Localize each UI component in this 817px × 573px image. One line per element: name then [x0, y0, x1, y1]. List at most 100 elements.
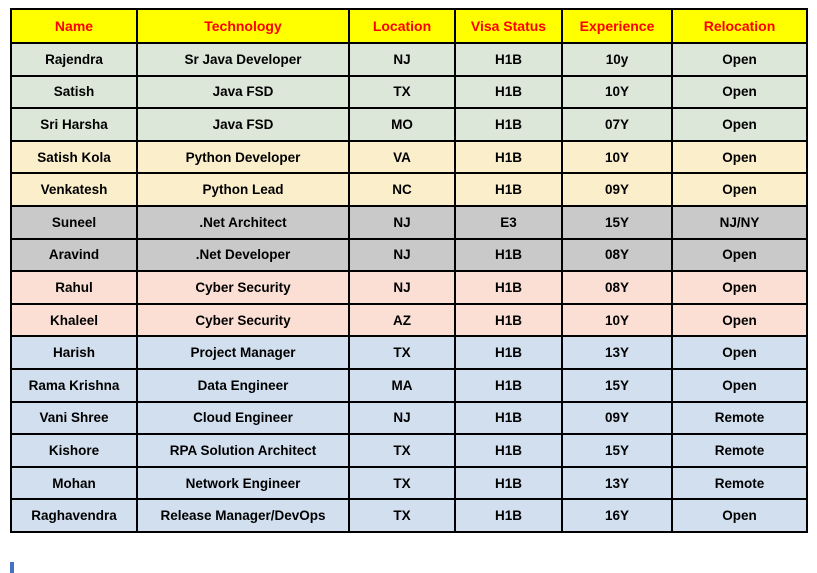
cell-name[interactable]: Rama Krishna [10, 367, 138, 403]
cell-location[interactable]: NJ [348, 400, 456, 436]
cell-technology[interactable]: .Net Architect [136, 204, 350, 240]
cell-relocation[interactable]: Open [671, 42, 808, 77]
cell-experience[interactable]: 10Y [561, 74, 673, 110]
cell-relocation[interactable]: Open [671, 335, 808, 370]
header-cell-visa_status[interactable]: Visa Status [454, 8, 563, 44]
cell-experience[interactable]: 13Y [561, 335, 673, 370]
cell-relocation[interactable]: NJ/NY [671, 204, 808, 240]
cell-location[interactable]: AZ [348, 302, 456, 338]
cell-visa_status[interactable]: H1B [454, 74, 563, 110]
cell-visa_status[interactable]: E3 [454, 204, 563, 240]
cell-experience[interactable]: 10Y [561, 302, 673, 338]
cell-name[interactable]: Aravind [10, 237, 138, 273]
cell-visa_status[interactable]: H1B [454, 367, 563, 403]
cell-experience[interactable]: 09Y [561, 172, 673, 207]
cell-technology[interactable]: Java FSD [136, 74, 350, 110]
cell-location[interactable]: NC [348, 172, 456, 207]
cell-name[interactable]: Mohan [10, 465, 138, 501]
cell-name[interactable]: Satish Kola [10, 139, 138, 175]
cell-relocation[interactable]: Remote [671, 433, 808, 468]
cell-location[interactable]: TX [348, 335, 456, 370]
cell-name[interactable]: Rajendra [10, 42, 138, 77]
cell-relocation[interactable]: Open [671, 74, 808, 110]
cell-experience[interactable]: 15Y [561, 367, 673, 403]
cell-relocation[interactable]: Open [671, 237, 808, 273]
cell-name[interactable]: Vani Shree [10, 400, 138, 436]
cell-technology[interactable]: RPA Solution Architect [136, 433, 350, 468]
cell-location[interactable]: TX [348, 433, 456, 468]
cell-location[interactable]: TX [348, 498, 456, 533]
cell-name[interactable]: Raghavendra [10, 498, 138, 533]
cell-technology[interactable]: Release Manager/DevOps [136, 498, 350, 533]
cell-technology[interactable]: Data Engineer [136, 367, 350, 403]
cell-visa_status[interactable]: H1B [454, 498, 563, 533]
cell-location[interactable]: TX [348, 465, 456, 501]
cell-experience[interactable]: 08Y [561, 270, 673, 305]
header-cell-relocation[interactable]: Relocation [671, 8, 808, 44]
cell-visa_status[interactable]: H1B [454, 139, 563, 175]
cell-location[interactable]: MO [348, 107, 456, 142]
cell-relocation[interactable]: Open [671, 139, 808, 175]
cell-technology[interactable]: Python Developer [136, 139, 350, 175]
cell-relocation[interactable]: Open [671, 498, 808, 533]
cell-relocation[interactable]: Remote [671, 465, 808, 501]
table-row: Sri Harsha Java FSD MO H1B 07Y Open [10, 107, 808, 142]
cell-location[interactable]: NJ [348, 237, 456, 273]
header-cell-experience[interactable]: Experience [561, 8, 673, 44]
cell-experience[interactable]: 15Y [561, 433, 673, 468]
cell-experience[interactable]: 15Y [561, 204, 673, 240]
cell-experience[interactable]: 07Y [561, 107, 673, 142]
header-cell-location[interactable]: Location [348, 8, 456, 44]
cell-visa_status[interactable]: H1B [454, 42, 563, 77]
cell-relocation[interactable]: Remote [671, 400, 808, 436]
cell-technology[interactable]: Sr Java Developer [136, 42, 350, 77]
cell-technology[interactable]: Cloud Engineer [136, 400, 350, 436]
cell-visa_status[interactable]: H1B [454, 335, 563, 370]
cell-name[interactable]: Rahul [10, 270, 138, 305]
cell-name[interactable]: Venkatesh [10, 172, 138, 207]
text-cursor [10, 562, 14, 573]
cell-visa_status[interactable]: H1B [454, 172, 563, 207]
cell-visa_status[interactable]: H1B [454, 107, 563, 142]
cell-name[interactable]: Satish [10, 74, 138, 110]
cell-technology[interactable]: Network Engineer [136, 465, 350, 501]
cell-experience[interactable]: 10y [561, 42, 673, 77]
header-cell-name[interactable]: Name [10, 8, 138, 44]
cell-location[interactable]: NJ [348, 204, 456, 240]
cell-visa_status[interactable]: H1B [454, 237, 563, 273]
cell-relocation[interactable]: Open [671, 172, 808, 207]
cell-name[interactable]: Khaleel [10, 302, 138, 338]
cell-relocation[interactable]: Open [671, 270, 808, 305]
cell-relocation[interactable]: Open [671, 302, 808, 338]
table-row: Suneel .Net Architect NJ E3 15Y NJ/NY [10, 204, 808, 240]
cell-technology[interactable]: Java FSD [136, 107, 350, 142]
cell-visa_status[interactable]: H1B [454, 302, 563, 338]
cell-location[interactable]: NJ [348, 270, 456, 305]
cell-location[interactable]: TX [348, 74, 456, 110]
table-row: Venkatesh Python Lead NC H1B 09Y Open [10, 172, 808, 207]
header-cell-technology[interactable]: Technology [136, 8, 350, 44]
cell-experience[interactable]: 16Y [561, 498, 673, 533]
cell-name[interactable]: Sri Harsha [10, 107, 138, 142]
cell-location[interactable]: MA [348, 367, 456, 403]
cell-technology[interactable]: Cyber Security [136, 302, 350, 338]
cell-experience[interactable]: 13Y [561, 465, 673, 501]
cell-name[interactable]: Harish [10, 335, 138, 370]
cell-technology[interactable]: Python Lead [136, 172, 350, 207]
cell-visa_status[interactable]: H1B [454, 270, 563, 305]
cell-visa_status[interactable]: H1B [454, 465, 563, 501]
cell-experience[interactable]: 09Y [561, 400, 673, 436]
cell-technology[interactable]: .Net Developer [136, 237, 350, 273]
cell-technology[interactable]: Project Manager [136, 335, 350, 370]
cell-visa_status[interactable]: H1B [454, 433, 563, 468]
cell-relocation[interactable]: Open [671, 367, 808, 403]
cell-technology[interactable]: Cyber Security [136, 270, 350, 305]
cell-name[interactable]: Suneel [10, 204, 138, 240]
cell-location[interactable]: VA [348, 139, 456, 175]
cell-name[interactable]: Kishore [10, 433, 138, 468]
cell-location[interactable]: NJ [348, 42, 456, 77]
cell-experience[interactable]: 08Y [561, 237, 673, 273]
cell-relocation[interactable]: Open [671, 107, 808, 142]
cell-experience[interactable]: 10Y [561, 139, 673, 175]
cell-visa_status[interactable]: H1B [454, 400, 563, 436]
